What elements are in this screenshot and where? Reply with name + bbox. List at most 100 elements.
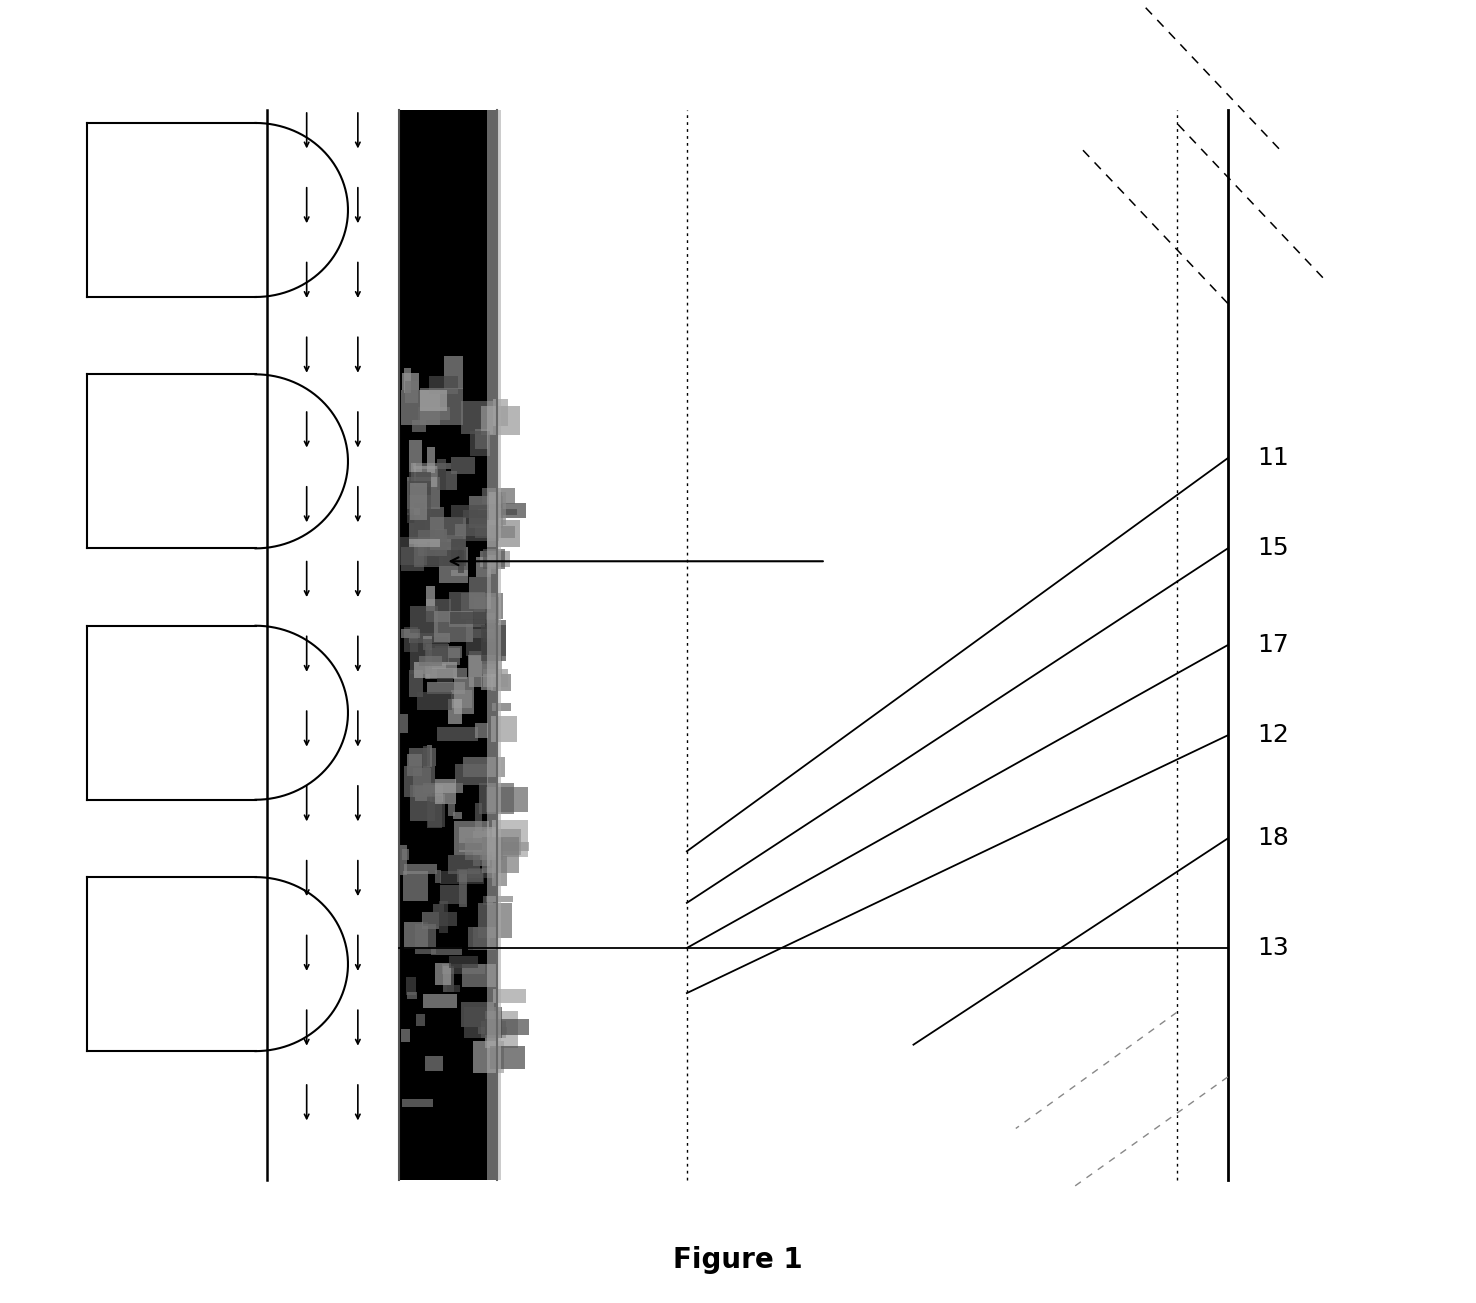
Bar [486, 1019, 528, 1035]
Bar [415, 465, 438, 487]
Bar [478, 903, 512, 938]
Bar [490, 842, 528, 851]
Bar [413, 539, 452, 567]
Bar [489, 493, 506, 525]
Text: 12: 12 [1258, 723, 1289, 748]
Bar [427, 796, 441, 827]
Bar [490, 674, 511, 691]
Bar [435, 963, 452, 985]
Bar [407, 512, 415, 524]
Bar [407, 992, 418, 999]
Bar [493, 856, 508, 886]
Bar [469, 577, 492, 610]
Bar [416, 1014, 425, 1027]
Bar [435, 529, 447, 556]
Bar [493, 399, 508, 426]
Bar [449, 698, 462, 724]
Bar [432, 904, 444, 912]
Bar [447, 855, 480, 873]
Bar [475, 723, 489, 737]
Bar [450, 612, 486, 624]
Bar [404, 380, 418, 403]
Bar [469, 431, 490, 456]
Bar [484, 829, 521, 855]
Bar [418, 408, 450, 420]
Bar [413, 508, 421, 516]
Bar [418, 692, 453, 710]
Bar [459, 827, 497, 852]
Bar [435, 536, 465, 551]
Bar [447, 985, 461, 993]
Bar [427, 447, 435, 473]
Bar [427, 542, 462, 567]
Bar [474, 928, 490, 950]
Bar [407, 477, 440, 509]
Bar [435, 870, 441, 883]
Bar [437, 459, 446, 490]
Bar [472, 1041, 503, 1072]
Bar [443, 964, 484, 975]
Bar [409, 439, 422, 473]
Bar [490, 1046, 524, 1068]
Bar [459, 870, 468, 907]
Bar [424, 745, 430, 770]
Bar [410, 638, 431, 674]
Bar [413, 503, 425, 534]
Bar [493, 989, 525, 1003]
Bar [427, 744, 432, 767]
Bar [481, 407, 520, 435]
Bar [483, 632, 494, 642]
Bar [475, 429, 489, 450]
Bar [401, 629, 421, 637]
Bar [410, 606, 438, 633]
Bar [410, 464, 416, 486]
Bar [461, 593, 503, 619]
Bar [409, 633, 450, 644]
Bar [440, 885, 466, 903]
Bar [492, 821, 528, 857]
Bar [438, 900, 449, 933]
Bar [452, 691, 472, 708]
Bar [483, 838, 520, 873]
Bar [481, 1020, 506, 1038]
Bar [487, 109, 502, 1181]
Bar [422, 912, 456, 925]
Bar [446, 472, 456, 490]
Bar [403, 870, 428, 902]
Bar [404, 627, 418, 653]
Bar [450, 506, 489, 517]
Bar [472, 831, 490, 866]
Bar [427, 598, 452, 622]
Bar [424, 636, 432, 650]
Bar [427, 668, 468, 679]
Bar [412, 420, 427, 433]
Bar [483, 670, 508, 687]
Bar [413, 463, 452, 469]
Bar [400, 714, 407, 734]
Bar [404, 369, 410, 392]
Text: 18: 18 [1258, 826, 1289, 851]
Bar [456, 524, 492, 537]
Bar [434, 611, 474, 642]
Bar [428, 794, 444, 827]
Bar [425, 585, 434, 611]
Bar [419, 657, 441, 666]
Bar [468, 926, 497, 950]
Bar [419, 388, 463, 425]
Bar [410, 483, 427, 520]
Bar [413, 767, 431, 797]
Bar [449, 592, 486, 627]
Bar [409, 472, 431, 495]
Bar [409, 670, 424, 697]
Bar [425, 1057, 443, 1071]
Bar [438, 547, 468, 584]
Bar [455, 821, 490, 855]
Bar [447, 803, 455, 817]
Bar [425, 648, 430, 679]
Bar [424, 994, 458, 1009]
Bar [399, 109, 497, 1181]
Bar [462, 964, 497, 986]
Bar [469, 495, 502, 528]
Bar [410, 786, 434, 821]
Bar [428, 377, 458, 394]
